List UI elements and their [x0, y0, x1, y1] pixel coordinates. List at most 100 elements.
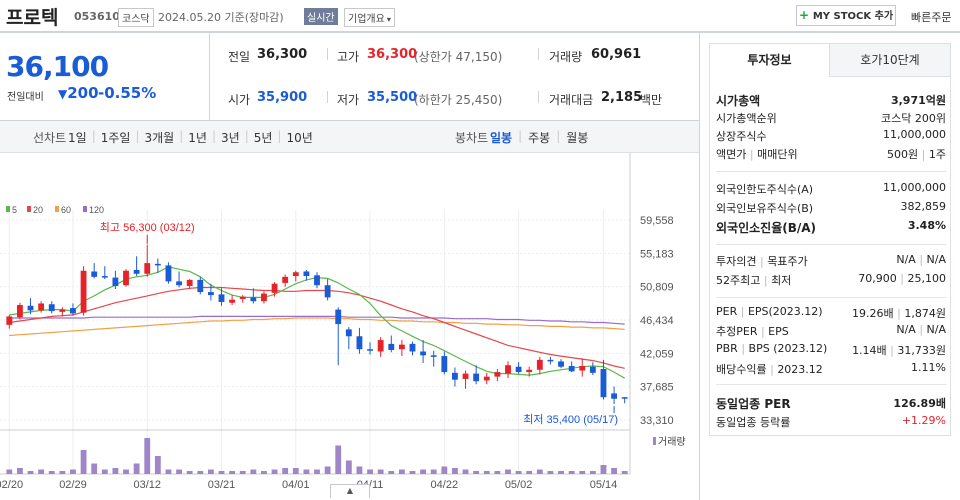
line-tab-0[interactable]: 1일: [68, 131, 87, 145]
info-value: 126.89배: [893, 395, 946, 411]
y-tick-label: 37,685: [640, 382, 674, 394]
volume-bar: [165, 469, 172, 474]
info-label: 외국인소진율(B/A): [716, 221, 817, 235]
tab-divider: |: [179, 129, 184, 143]
info-label: 배당수익률: [716, 363, 767, 376]
stock-name: 프로텍: [6, 7, 59, 29]
my-stock-label: MY STOCK 추가: [812, 11, 894, 22]
line-tab-6[interactable]: 10년: [286, 131, 313, 145]
collapse-button[interactable]: ▲: [330, 484, 370, 498]
volume-bar: [197, 471, 204, 474]
candle-body: [282, 276, 289, 283]
info-row: 외국인소진율(B/A) 3.48%: [716, 219, 946, 236]
volume-label: 거래량: [549, 50, 583, 64]
my-stock-add-button[interactable]: + MY STOCK 추가: [796, 5, 896, 26]
candle-body: [621, 397, 628, 399]
divider: |: [896, 272, 908, 285]
info-value-1: 11,000,000: [883, 181, 946, 194]
tab-orderbook[interactable]: 호가10단계: [830, 44, 950, 77]
candle-tab-2[interactable]: 월봉: [566, 131, 589, 145]
info-value: 11,000,000: [883, 181, 946, 194]
candle-body: [568, 365, 575, 372]
candle-body: [186, 279, 193, 286]
volume-bar: [430, 469, 437, 474]
volume-bar: [80, 450, 87, 474]
change-rate: -0.55%: [98, 84, 157, 102]
candle-body: [239, 296, 246, 299]
volume-bar: [483, 471, 490, 474]
lower-limit: (하한가 25,450): [414, 93, 503, 107]
market-badge: 코스닥: [118, 8, 154, 27]
info-label: 동일업종 PER: [716, 397, 791, 411]
line-chart-label: 선차트: [33, 131, 67, 145]
info-row: 52주최고 | 최저 70,900 | 25,100: [716, 272, 946, 288]
line-tab-4[interactable]: 3년: [221, 131, 240, 145]
ma-legend-label: 120: [89, 205, 104, 215]
quick-order-link[interactable]: 빠른주문: [911, 11, 952, 24]
plus-icon: +: [798, 8, 810, 22]
line-tab-1[interactable]: 1주일: [100, 131, 131, 145]
y-axis-labels: 59,558 55,183 50,809 46,434 42,059 37,685 33,3…: [640, 215, 674, 427]
info-value-1: 382,859: [900, 200, 947, 213]
line-tab-3[interactable]: 1년: [188, 131, 207, 145]
current-price: 36,100: [6, 50, 109, 83]
line-tab-5[interactable]: 5년: [253, 131, 273, 145]
info-value-1: N/A: [896, 253, 916, 266]
tab-divider: |: [518, 129, 523, 143]
company-info-dropdown[interactable]: 기업개요 ▾: [344, 8, 395, 27]
info-row: PER | EPS(2023.12) 19.26배 | 1,874원: [716, 305, 946, 320]
divider: |: [757, 325, 769, 338]
info-row: 투자의견 | 목표주가 N/A | N/A: [716, 253, 946, 269]
candle-tab-0[interactable]: 일봉: [490, 131, 513, 145]
realtime-badge[interactable]: 실시간: [304, 8, 338, 25]
prev-close-value: 36,300: [257, 47, 308, 62]
info-value-1: 코스닥 200위: [881, 112, 946, 125]
candle-body: [303, 271, 310, 277]
price-chart-area: 36,100 전일대비 ▼200 -0.55% 전일 36,300 고가 36,…: [0, 32, 700, 500]
info-value-2: N/A: [926, 323, 946, 336]
info-value-1: 126.89배: [893, 397, 946, 410]
stock-chart: 거래량 59,558 55,183 50,809 46,434 42,059 37,685…: [0, 153, 686, 491]
candle-body: [176, 281, 182, 286]
volume-bar: [505, 469, 511, 474]
y-tick-label: 59,558: [640, 215, 674, 227]
candle-tab-1[interactable]: 주봉: [528, 131, 551, 145]
low-label: 저가: [337, 93, 360, 107]
info-row: 상장주식수 11,000,000: [716, 128, 946, 144]
tab-divider: |: [135, 129, 140, 143]
info-value: 382,859: [901, 200, 947, 213]
info-label: 시가총액순위: [716, 112, 777, 125]
divider: |: [756, 255, 768, 268]
candle-body: [27, 305, 34, 311]
candle-body: [250, 297, 257, 302]
volume-bar: [176, 469, 182, 474]
price-change-value: 200: [67, 84, 99, 102]
info-label: 추정PER: [716, 325, 758, 338]
prev-close-label: 전일: [228, 50, 251, 64]
ma-legend-label: 5: [12, 205, 17, 215]
candle-body: [292, 272, 299, 277]
volume-bar: [579, 471, 586, 474]
x-tick-label: 05/02: [505, 479, 533, 491]
volume-bar: [452, 468, 458, 474]
volume-bar: [558, 471, 564, 474]
chevron-down-icon: ▾: [386, 15, 391, 24]
candle-body: [207, 292, 214, 296]
info-value: 11,000,000: [883, 128, 946, 141]
y-tick-label: 46,434: [640, 315, 674, 327]
down-triangle-icon: ▼: [58, 87, 68, 101]
candle-body: [367, 349, 373, 351]
tab-investment-info[interactable]: 투자정보: [710, 44, 830, 77]
volume-bar: [621, 471, 628, 474]
candle-body: [144, 263, 151, 274]
volume-bar: [568, 471, 575, 474]
high-value: 36,300: [367, 47, 418, 62]
line-tab-2[interactable]: 3개월: [144, 131, 175, 145]
high-label: 고가: [337, 50, 360, 64]
info-label-2: 매매단위: [757, 148, 798, 161]
volume-legend-label: 거래량: [658, 436, 686, 448]
candle-body: [261, 293, 267, 302]
candle-body: [611, 393, 618, 399]
info-value-2: 1주: [928, 148, 946, 161]
info-value-1: 70,900: [858, 272, 897, 285]
